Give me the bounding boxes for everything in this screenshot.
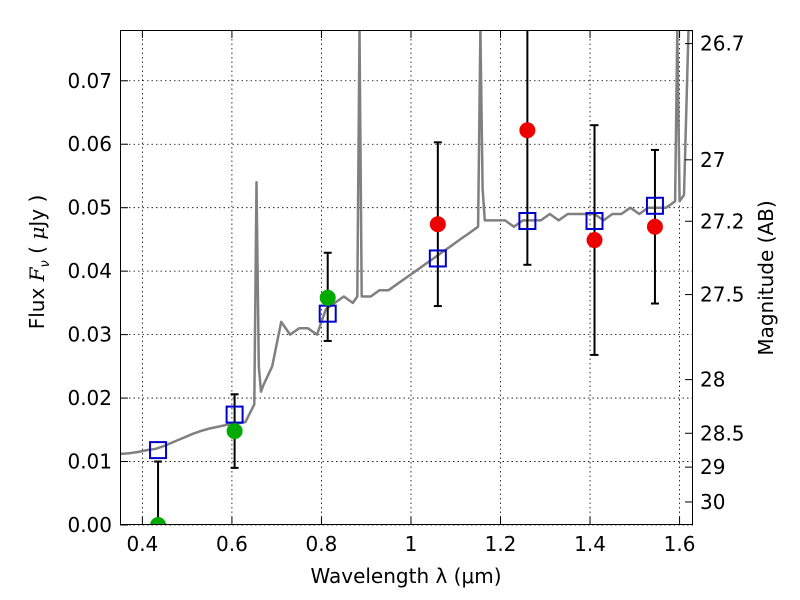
x-tick-label: 1	[405, 532, 418, 556]
y2-tick-label: 28.5	[700, 421, 745, 445]
spectrum-layer	[120, 30, 693, 456]
y-axis: 0.00 0.01 0.02 0.03 0.04 0.05 0.06 0.07	[67, 69, 128, 537]
observed-point	[519, 122, 536, 139]
y2-tick-label: 26.7	[700, 32, 745, 56]
model-square-point	[428, 249, 447, 268]
plot-area	[120, 30, 693, 525]
x-tick-label: 0.8	[306, 532, 338, 556]
observed-point	[319, 289, 336, 306]
y2-tick-label: 29	[700, 455, 725, 479]
observed-point	[646, 218, 663, 235]
model-square-point	[585, 212, 604, 231]
y-tick-label: 0.01	[67, 450, 112, 474]
y-tick-label: 0.05	[67, 196, 112, 220]
marker-layer	[149, 122, 664, 525]
observed-point	[150, 517, 167, 525]
plot-frame	[120, 30, 693, 525]
errorbar-layer	[154, 30, 659, 525]
y2-tick-label: 30	[700, 490, 725, 514]
y2-tick-label: 28	[700, 368, 725, 392]
x-axis-label: Wavelength λ (μm)	[310, 564, 501, 588]
model-square-point	[225, 405, 244, 424]
model-square-point	[645, 196, 664, 215]
x-tick-label: 0.6	[216, 532, 248, 556]
y2-axis: 26.7 27 27.2 27.5 28 28.5 29 30	[685, 32, 745, 514]
model-square-point	[149, 441, 168, 460]
y-tick-label: 0.04	[67, 259, 112, 283]
y2-axis-label: Magnitude (AB)	[754, 200, 778, 355]
model-square-point	[518, 212, 537, 231]
x-axis: 0.4 0.6 0.8 1 1.2 1.4 1.6	[126, 30, 695, 556]
y-tick-label: 0.03	[67, 323, 112, 347]
observed-point	[226, 423, 243, 440]
y-tick-label: 0.02	[67, 386, 112, 410]
x-tick-label: 1.2	[485, 532, 517, 556]
spectrum-line	[120, 30, 693, 456]
y-tick-label: 0.06	[67, 132, 112, 156]
y2-tick-label: 27	[700, 148, 725, 172]
x-tick-label: 1.6	[664, 532, 696, 556]
x-tick-label: 1.4	[574, 532, 606, 556]
observed-point	[586, 232, 603, 249]
y2-tick-label: 27.5	[700, 283, 745, 307]
y-tick-label: 0.07	[67, 69, 112, 93]
y-tick-label: 0.00	[67, 513, 112, 537]
y2-tick-label: 27.2	[700, 209, 745, 233]
y-axis-label: Flux Fν ( μJy )	[25, 195, 53, 330]
x-tick-label: 0.4	[126, 532, 158, 556]
observed-point	[429, 216, 446, 233]
